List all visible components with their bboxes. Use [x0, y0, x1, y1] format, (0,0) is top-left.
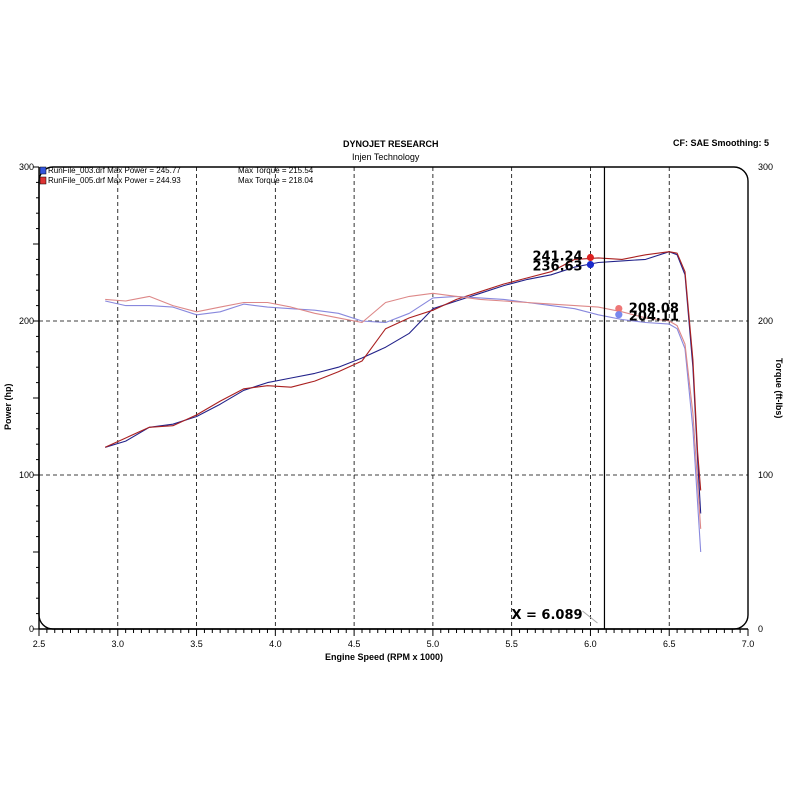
y-tick-label-right: 100 [758, 470, 773, 480]
legend-entry-label: RunFile_003.drf Max Power = 245.77 [48, 166, 181, 175]
chart-title: DYNOJET RESEARCH [343, 139, 439, 149]
x-tick-label: 5.0 [427, 639, 440, 649]
plot-frame [38, 166, 749, 630]
cursor-marker [586, 253, 595, 262]
x-axis-ticks: 2.5 3.0 3.5 4.0 4.5 5.0 5.5 6.0 6.5 7.0 [33, 629, 755, 649]
y-axis-label-right: Torque (ft-lbs) [774, 358, 784, 418]
cursor-marker [586, 260, 595, 269]
cursor-x-label: X = 6.089 [511, 608, 582, 623]
x-tick-label: 6.0 [584, 639, 597, 649]
series-line-runfile-005-drf-torque [105, 292, 702, 529]
x-tick-label: 4.0 [269, 639, 282, 649]
plot-border [38, 166, 749, 630]
legend-entry-torque: Max Torque = 215.54 [238, 166, 314, 175]
x-tick-label: 5.5 [505, 639, 518, 649]
legend-entry-label: RunFile_005.drf Max Power = 244.93 [48, 176, 181, 185]
x-tick-label: 6.5 [663, 639, 676, 649]
cursor-value-label: 241.24 [532, 249, 582, 264]
y-axis-ticks: 0 0 100 100 200 200 300 300 [19, 162, 773, 634]
legend-entry-torque: Max Torque = 218.04 [238, 176, 314, 185]
x-tick-label: 2.5 [33, 639, 46, 649]
series-line-runfile-003-drf-torque [105, 295, 702, 553]
cf-smoothing-info: CF: SAE Smoothing: 5 [673, 138, 769, 148]
y-tick-label-right: 0 [758, 624, 763, 634]
y-tick-label-left: 0 [29, 624, 34, 634]
cursor-value-label: 236.63 [532, 260, 582, 275]
series-line-runfile-005-drf-power [104, 251, 702, 491]
y-axis-label-left: Power (hp) [3, 383, 13, 430]
cursor-marker [615, 304, 623, 313]
x-axis-label: Engine Speed (RPM x 1000) [325, 652, 443, 662]
x-tick-label: 3.0 [112, 639, 125, 649]
y-tick-label-right: 200 [758, 316, 773, 326]
cursor-value-label: 208.08 [629, 302, 679, 317]
legend-swatch [39, 176, 47, 185]
cursor-value-label: 204.11 [629, 310, 679, 325]
x-tick-label: 4.5 [348, 639, 361, 649]
series-lines [104, 251, 702, 553]
chart-subtitle: Injen Technology [352, 152, 420, 162]
y-tick-label-left: 300 [19, 162, 34, 172]
y-tick-label-right: 300 [758, 162, 773, 172]
x-tick-label: 3.5 [190, 639, 203, 649]
cursor-marker [615, 311, 623, 319]
x-tick-label: 7.0 [742, 639, 755, 649]
legend-swatch [39, 166, 47, 175]
y-tick-label-left: 200 [19, 316, 34, 326]
cursor-x-leader [582, 610, 598, 624]
y-tick-label-left: 100 [19, 470, 34, 480]
legend: RunFile_003.drf Max Power = 245.77 Max To… [39, 166, 314, 185]
